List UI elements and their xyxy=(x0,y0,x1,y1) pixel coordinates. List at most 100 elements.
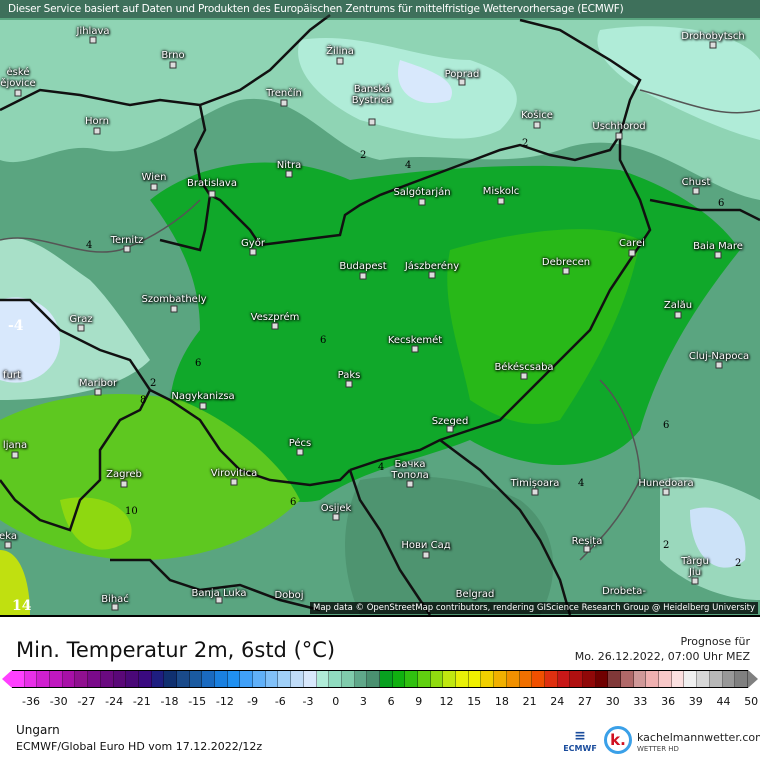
brand-name[interactable]: kachelmannwetter.com xyxy=(637,731,760,744)
city-label: Nagykanizsa xyxy=(171,391,235,402)
colorbar-segment xyxy=(443,671,457,687)
city-label: Bratislava xyxy=(187,178,237,189)
colorbar-segment xyxy=(189,671,203,687)
city-label: Uschhorod xyxy=(592,121,646,132)
colorbar-left-arrow xyxy=(2,670,12,688)
map-attribution[interactable]: Map data © OpenStreetMap contributors, r… xyxy=(310,602,758,614)
contour-label: 6 xyxy=(195,358,202,369)
colorbar-segment xyxy=(88,671,101,687)
city-label: Brno xyxy=(161,50,185,61)
colorbar-segment xyxy=(50,671,63,687)
contour-label: 2 xyxy=(522,138,529,149)
colorbar-segment xyxy=(506,671,520,687)
colorbar-tick-label: 3 xyxy=(359,695,367,708)
colorbar xyxy=(12,670,748,688)
ecmwf-logo-text: ECMWF xyxy=(563,744,597,753)
city-label: Košice xyxy=(521,110,553,121)
city-label: Reșița xyxy=(571,536,603,547)
city-marker xyxy=(94,388,102,396)
city-marker xyxy=(715,361,723,369)
city-marker xyxy=(249,248,257,256)
city-marker xyxy=(208,190,216,198)
brand-sub: WETTER HD xyxy=(637,745,679,753)
colorbar-tick-label: 0 xyxy=(332,695,340,708)
contour-label: 14 xyxy=(12,598,32,614)
map-title: Min. Temperatur 2m, 6std (°C) xyxy=(16,638,336,662)
colorbar-segment xyxy=(202,671,215,687)
colorbar-tick-label: 21 xyxy=(522,695,537,708)
city-marker xyxy=(615,132,623,140)
colorbar-segment xyxy=(126,671,139,687)
forecast-time: Mo. 26.12.2022, 07:00 Uhr MEZ xyxy=(574,650,750,663)
city-label: ėské ějovice xyxy=(0,67,36,89)
city-label: Drohobytsch xyxy=(681,31,745,42)
city-label: furt xyxy=(3,370,21,381)
city-label: Budapest xyxy=(339,261,387,272)
contour-label: 6 xyxy=(320,335,327,346)
city-marker xyxy=(458,78,466,86)
contour-label: 4 xyxy=(578,478,585,489)
colorbar-tick-label: 9 xyxy=(415,695,423,708)
colorbar-tick-label: 27 xyxy=(578,695,592,708)
colorbar-segment xyxy=(608,671,621,687)
city-marker xyxy=(280,99,288,107)
colorbar-tick-label: -6 xyxy=(274,695,286,708)
city-marker xyxy=(406,480,414,488)
city-marker xyxy=(271,322,279,330)
city-marker xyxy=(562,267,570,275)
city-label: Virovitica xyxy=(210,468,258,479)
colorbar-segment xyxy=(164,671,177,687)
colorbar-tick-label: -27 xyxy=(77,695,96,708)
city-marker xyxy=(332,513,340,521)
city-label: Miskolc xyxy=(482,186,520,197)
city-marker xyxy=(531,488,539,496)
colorbar-segment xyxy=(100,671,114,687)
city-label: Trenčín xyxy=(266,88,302,99)
colorbar-tick-label: -18 xyxy=(160,695,179,708)
colorbar-tick-label: -24 xyxy=(105,695,124,708)
colorbar-segment xyxy=(735,671,748,687)
colorbar-segment xyxy=(481,671,495,687)
colorbar-segment xyxy=(468,671,482,687)
temperature-map[interactable]: Dieser Service basiert auf Daten und Pro… xyxy=(0,0,760,617)
colorbar-segment xyxy=(582,671,596,687)
contour-label: 4 xyxy=(405,160,412,171)
colorbar-segment xyxy=(303,671,317,687)
city-label: ljana xyxy=(2,440,28,451)
city-marker xyxy=(170,305,178,313)
colorbar-tick-label: 36 xyxy=(661,695,676,708)
city-label: Pécs xyxy=(288,438,312,449)
city-label: Zalău xyxy=(663,300,693,311)
colorbar-segment xyxy=(367,671,380,687)
contour-label: 2 xyxy=(360,150,367,161)
colorbar-segment xyxy=(113,671,127,687)
city-label: Szeged xyxy=(431,416,469,427)
colorbar-segment xyxy=(671,671,685,687)
city-label: Békéscsaba xyxy=(494,362,554,373)
model-run: ECMWF/Global Euro HD vom 17.12.2022/12z xyxy=(16,740,263,753)
city-marker xyxy=(345,380,353,388)
colorbar-segment xyxy=(37,671,51,687)
colorbar-segment xyxy=(456,671,469,687)
city-label: Wien xyxy=(141,172,167,183)
colorbar-tick-label: -12 xyxy=(215,695,234,708)
colorbar-segment xyxy=(709,671,723,687)
colorbar-segment xyxy=(176,671,190,687)
colorbar-segment xyxy=(418,671,431,687)
city-label: Graz xyxy=(69,314,93,325)
city-label: Poprad xyxy=(444,69,480,80)
city-marker xyxy=(692,187,700,195)
colorbar-segment xyxy=(684,671,698,687)
colorbar-tick-label: -36 xyxy=(22,695,40,708)
contour-label: 8 xyxy=(140,395,147,406)
city-marker xyxy=(199,402,207,410)
colorbar-right-arrow xyxy=(748,670,758,688)
colorbar-segment xyxy=(354,671,368,687)
colorbar-segment xyxy=(430,671,444,687)
map-fields xyxy=(0,20,760,615)
colorbar-tick-label: 24 xyxy=(550,695,565,708)
colorbar-segment xyxy=(240,671,254,687)
colorbar-segment xyxy=(75,671,89,687)
colorbar-segment xyxy=(265,671,279,687)
city-marker xyxy=(714,251,722,259)
